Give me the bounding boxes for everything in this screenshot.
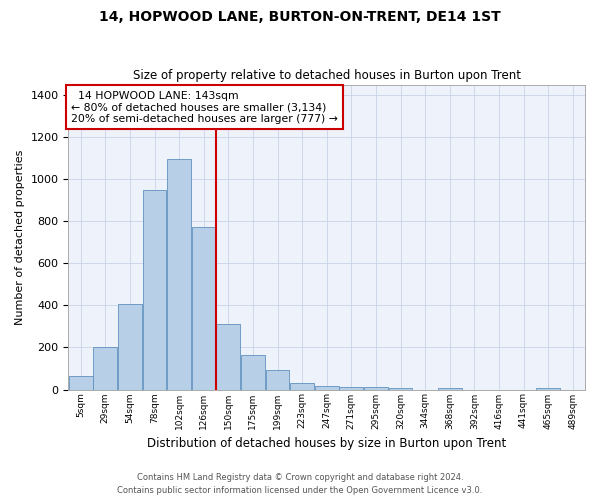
Bar (438, 388, 461, 390)
Bar (217, 324, 240, 390)
Text: Contains HM Land Registry data © Crown copyright and database right 2024.
Contai: Contains HM Land Registry data © Crown c… (118, 474, 482, 495)
Text: 14, HOPWOOD LANE, BURTON-ON-TRENT, DE14 1ST: 14, HOPWOOD LANE, BURTON-ON-TRENT, DE14 … (99, 10, 501, 24)
Y-axis label: Number of detached properties: Number of detached properties (15, 150, 25, 324)
X-axis label: Distribution of detached houses by size in Burton upon Trent: Distribution of detached houses by size … (147, 437, 506, 450)
Bar (315, 386, 338, 390)
Title: Size of property relative to detached houses in Burton upon Trent: Size of property relative to detached ho… (133, 69, 521, 82)
Bar (536, 388, 560, 390)
Bar (340, 388, 363, 390)
Bar (118, 304, 142, 390)
Bar (94, 348, 117, 390)
Bar (143, 190, 166, 390)
Text: 14 HOPWOOD LANE: 143sqm
← 80% of detached houses are smaller (3,134)
20% of semi: 14 HOPWOOD LANE: 143sqm ← 80% of detache… (71, 90, 338, 124)
Bar (69, 376, 92, 390)
Bar (389, 388, 412, 390)
Bar (364, 388, 388, 390)
Bar (167, 159, 191, 390)
Bar (241, 355, 265, 390)
Bar (266, 370, 289, 390)
Bar (290, 383, 314, 390)
Bar (192, 226, 215, 390)
